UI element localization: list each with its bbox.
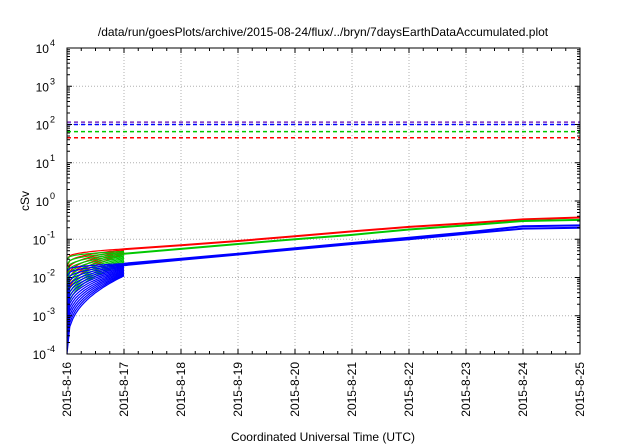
x-tick-label: 2015-8-17 [117,362,131,417]
bundle-line [66,263,125,277]
series-lines [123,216,581,267]
y-tick-label: 104 [36,38,55,56]
bundle-line [66,271,125,327]
bundle-line [66,264,125,283]
y-tick-exponent: -1 [47,229,55,239]
x-tick-label: 2015-8-19 [231,362,245,417]
x-tick-label: 2015-8-18 [174,362,188,417]
bundle-line [66,259,125,298]
bundle-line [66,270,125,321]
plot-frame [66,47,581,355]
y-tick-label: 10-2 [33,268,55,286]
y-tick-label: 100 [36,191,55,209]
y-tick-exponent: 4 [50,38,55,48]
y-tick-label: 10-1 [33,229,55,247]
bundle-line [66,255,125,282]
y-tick-label: 102 [36,115,55,133]
y-tick-label: 10-3 [33,306,55,324]
bundle-line [66,265,125,288]
bundle-line [66,250,125,260]
y-tick-exponent: -4 [47,344,55,354]
y-tick-exponent: 3 [50,76,55,86]
grid [67,48,580,354]
bundle-line [66,263,125,272]
series-line [123,226,581,267]
bundle-line [66,274,125,349]
bundle-line [66,260,125,304]
bundle-line [66,275,125,355]
y-tick-exponent: 0 [50,191,55,201]
bundle-line [66,273,125,343]
y-tick-exponent: -3 [47,306,55,316]
bundle-line [66,254,125,276]
bundle-line [66,272,125,332]
bundle-line [66,269,125,316]
y-tick-label: 101 [36,153,55,171]
bundle-line [66,253,125,271]
x-tick-label: 2015-8-20 [288,362,302,417]
bundle-line [66,252,125,266]
series-line [123,216,581,251]
bundle-line [66,256,125,287]
y-tick-exponent: -2 [47,268,55,278]
y-tick-exponent: 1 [50,153,55,163]
x-tick-label: 2015-8-16 [60,362,74,417]
x-tick-label: 2015-8-21 [345,362,359,417]
y-axis-label: cSv [18,191,32,211]
x-tick-label: 2015-8-25 [573,362,587,417]
x-tick-label: 2015-8-23 [459,362,473,417]
x-axis-label: Coordinated Universal Time (UTC) [231,430,415,444]
y-tick-label: 10-4 [33,344,55,362]
x-tick-label: 2015-8-22 [402,362,416,417]
bundle-line [66,267,125,299]
x-tick-label: 2015-8-24 [516,362,530,417]
bundle-line [66,268,125,305]
bundle-line [66,272,125,338]
day1-bundles [66,248,125,355]
y-tick-label: 103 [36,76,55,94]
threshold-lines [67,121,580,139]
y-tick-exponent: 2 [50,115,55,125]
bundle-line [66,248,125,260]
series-line [123,218,581,255]
x-axis-ticks: 2015-8-16 2015-8-17 2015-8-18 2015-8-19 2015… [60,48,587,417]
bundle-line [66,268,125,310]
bundle-line [66,266,125,294]
chart-title: /data/run/goesPlots/archive/2015-08-24/f… [98,25,549,39]
